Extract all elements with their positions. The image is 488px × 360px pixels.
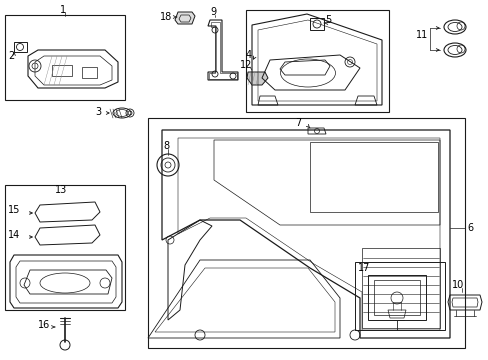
Text: 18: 18: [160, 12, 172, 22]
Text: 4: 4: [245, 50, 252, 60]
Text: 17: 17: [357, 263, 369, 273]
Text: 5: 5: [325, 15, 330, 25]
Bar: [309, 142, 437, 212]
Text: 1: 1: [60, 5, 66, 15]
Text: 6: 6: [466, 223, 472, 233]
Bar: [361, 248, 439, 328]
Polygon shape: [175, 12, 195, 24]
Text: 16: 16: [38, 320, 50, 330]
Bar: [373, 280, 419, 315]
Bar: [5, 185, 125, 310]
Text: 3: 3: [95, 107, 101, 117]
Text: 11: 11: [415, 30, 427, 40]
Bar: [5, 15, 125, 100]
Text: 10: 10: [451, 280, 463, 290]
Text: 12: 12: [240, 60, 252, 70]
Text: 14: 14: [8, 230, 20, 240]
Text: 13: 13: [55, 185, 67, 195]
Text: 2: 2: [8, 51, 14, 61]
Text: 8: 8: [163, 141, 169, 151]
Text: 9: 9: [209, 7, 216, 17]
Polygon shape: [246, 72, 267, 85]
Text: 15: 15: [8, 205, 20, 215]
Text: 7: 7: [294, 118, 301, 128]
Bar: [354, 262, 444, 330]
Bar: [367, 275, 425, 320]
Bar: [245, 10, 388, 112]
Bar: [148, 118, 464, 348]
